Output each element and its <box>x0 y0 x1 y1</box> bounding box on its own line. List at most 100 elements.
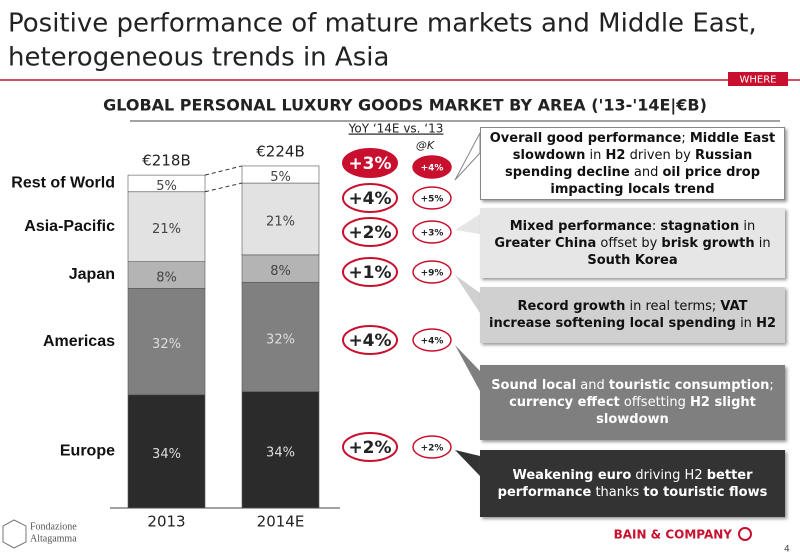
yoy-constant-badge <box>412 435 452 459</box>
yoy-label: +4% <box>348 189 391 209</box>
bar-segment <box>127 261 206 289</box>
title-line: heterogeneous trends in Asia <box>8 43 389 73</box>
brand-mark <box>738 527 752 541</box>
value-label: 21% <box>266 214 295 229</box>
section-tag-bg <box>728 72 788 86</box>
yoy-badge <box>342 257 398 287</box>
callout: Weakening euro driving H2 better perform… <box>480 450 785 517</box>
callout-text: touristic consumption <box>608 378 770 393</box>
connector <box>204 165 243 176</box>
callout-text: better performance <box>497 467 753 500</box>
value-label: 5% <box>156 179 177 194</box>
callout-text: South Korea <box>587 252 678 268</box>
value-label: 8% <box>270 264 291 279</box>
callout-text: thanks <box>591 484 644 500</box>
yoy-badge <box>342 183 398 213</box>
callout-text: Weakening euro <box>512 467 632 483</box>
yoy-constant-label: +4% <box>421 164 444 174</box>
callout-text: in real terms; <box>625 299 721 314</box>
yoy-constant-badge <box>412 220 452 244</box>
x-tick-label: 2013 <box>147 513 185 531</box>
yoy-label: +2% <box>348 438 391 458</box>
yoy-constant-badge <box>412 328 452 352</box>
callout-pointer <box>455 345 480 391</box>
callout-text: in <box>735 316 757 331</box>
legend-label: Japan <box>69 266 115 283</box>
value-label: 8% <box>156 270 177 285</box>
callout: Sound local and touristic consumption; c… <box>480 365 785 440</box>
callout: Mixed performance: stagnation in Greater… <box>480 208 785 278</box>
callout-text: in <box>585 147 606 163</box>
page-number: 4 <box>784 545 790 555</box>
yoy-constant-label: +2% <box>421 444 444 454</box>
callout-text: Sound local <box>491 378 577 393</box>
logo-mark <box>2 519 27 549</box>
callout-text: in <box>754 235 771 251</box>
callout-text: ; <box>769 378 774 393</box>
bar-segment <box>241 165 320 184</box>
yoy-label: +4% <box>348 331 391 351</box>
callout-text: driving H2 <box>631 467 707 483</box>
yoy-badge <box>342 325 398 355</box>
callout-pointer <box>455 450 480 476</box>
callout: Overall good performance; Middle East sl… <box>480 127 785 200</box>
callout-text: ; <box>681 130 690 146</box>
bar-segment <box>127 174 206 193</box>
connector <box>204 182 243 193</box>
yoy-constant-label: +4% <box>421 337 444 347</box>
yoy-constant-badge <box>412 155 452 179</box>
callout-text: Overall good performance <box>489 130 682 146</box>
callout-text: : <box>651 218 661 234</box>
value-label: 5% <box>270 170 291 185</box>
callout: Record growth in real terms; VAT increas… <box>480 287 785 343</box>
yoy-label: +1% <box>348 263 391 283</box>
yoy-label: +3% <box>348 154 391 174</box>
yoy-constant-badge <box>412 186 452 210</box>
yoy-title: YoY ‘14E vs. ‘13 <box>348 122 444 136</box>
value-label: 34% <box>266 445 295 460</box>
bar-segment <box>127 287 206 396</box>
yoy-constant-label: +9% <box>421 269 444 279</box>
callout-text: Middle East slowdown <box>512 130 776 163</box>
yoy-badge <box>342 432 398 462</box>
callout-text: Greater China <box>494 235 597 251</box>
callout-text: and <box>576 378 609 393</box>
callout-text: H2 <box>756 316 776 331</box>
callout-text: offset by <box>596 235 662 251</box>
callout-pointer <box>455 275 480 313</box>
value-label: 34% <box>152 447 181 462</box>
callout-pointer <box>454 132 481 181</box>
bar-segment <box>241 182 320 256</box>
value-label: 21% <box>152 222 181 237</box>
callout-text: brisk growth <box>661 235 755 251</box>
yoy-constant-label: +5% <box>421 195 444 205</box>
legend-label: Europe <box>60 443 115 460</box>
value-label: 32% <box>266 332 295 347</box>
bar-segment <box>241 281 320 393</box>
x-tick-label: 2014E <box>257 513 305 531</box>
logo-text: Fondazione <box>30 521 77 532</box>
bar-segment <box>241 391 320 509</box>
callout-text: driven by <box>625 147 695 163</box>
yoy-constant-title: @K <box>416 139 435 152</box>
yoy-badge <box>342 217 398 247</box>
yoy-constant-badge <box>412 260 452 284</box>
title-line: Positive performance of mature markets a… <box>8 9 757 39</box>
yoy-label: +2% <box>348 223 391 243</box>
yoy-badge <box>342 148 398 178</box>
callout-text: H2 <box>605 147 626 163</box>
section-tag: WHERE <box>740 75 777 86</box>
callout-text: Mixed performance <box>509 218 652 234</box>
callout-text: VAT increase softening local spending <box>489 299 748 331</box>
callout-text: Record growth <box>517 299 626 314</box>
bar-segment <box>241 254 320 283</box>
callout-text: currency effect <box>509 395 620 410</box>
bar-segment <box>127 394 206 509</box>
callout-text: stagnation <box>660 218 740 234</box>
legend-label: Americas <box>43 333 115 350</box>
callout-text: oil price drop impacting locals trend <box>550 164 761 197</box>
callout-text: H2 slight slowdown <box>596 395 756 427</box>
callout-pointer <box>455 214 480 234</box>
